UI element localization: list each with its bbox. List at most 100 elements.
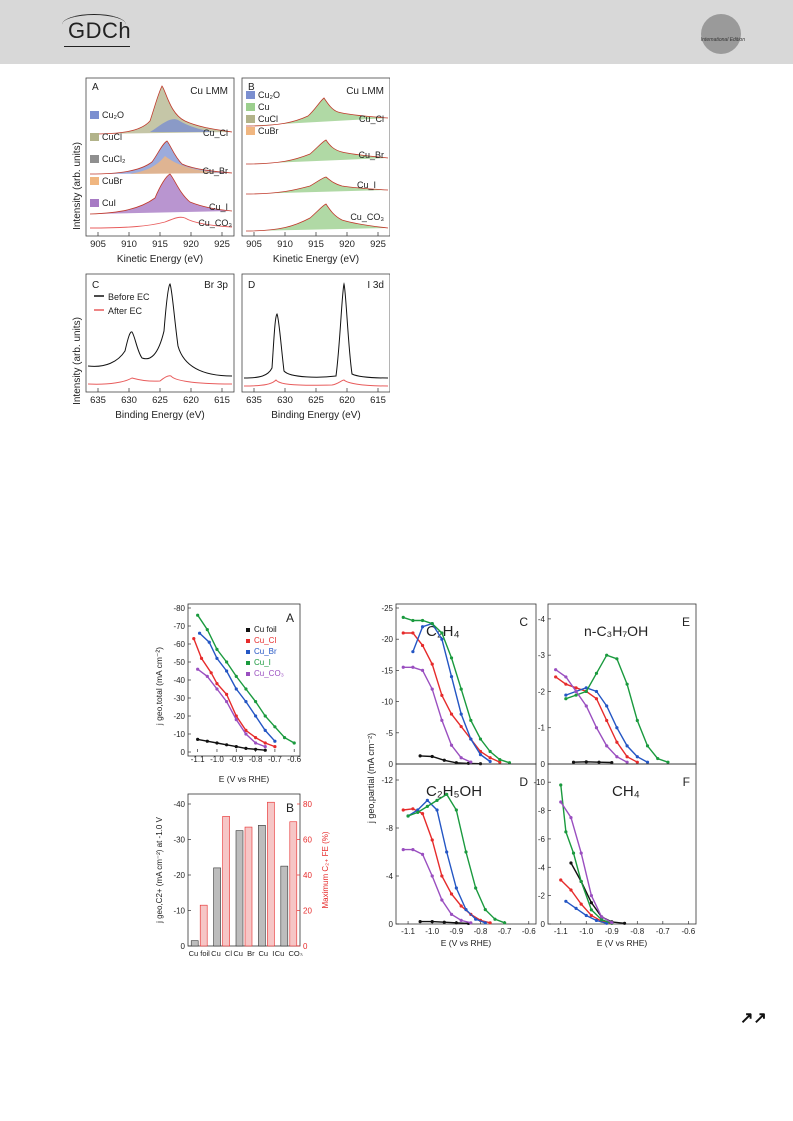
panel-2a-letter: A xyxy=(286,611,294,625)
p2d-point-Cu_CO₃-1 xyxy=(411,848,415,852)
p2a-point-Cu foil-3 xyxy=(225,743,229,747)
p2d-point-Cu foil-2 xyxy=(442,920,446,924)
p2d-point-Cu_Br-1 xyxy=(416,808,420,812)
p2e-point-Cu_Br-0 xyxy=(564,693,568,697)
p2a-point-Cu_CO₃-5 xyxy=(244,732,248,736)
p2d-point-Cu_Br-5 xyxy=(454,886,458,890)
p2a-point-Cu_I-0 xyxy=(196,613,200,617)
label-1b-cu-cl: Cu_Cl xyxy=(359,114,384,124)
p2a-point-Cu_Br-4 xyxy=(234,687,238,691)
spectrum-1c-before xyxy=(87,283,233,377)
p2b-bar-fe-Cu_I xyxy=(267,801,275,947)
legend-2a-label-4: Cu_CO₃ xyxy=(254,669,284,678)
p2c-point-Cu_CO₃-5 xyxy=(449,743,454,747)
p2e-line-Cu_I xyxy=(565,654,669,763)
p2a-point-Cu_CO₃-1 xyxy=(205,674,209,678)
p2a-ytick-label--10: -10 xyxy=(173,730,185,739)
p2a-point-Cu foil-1 xyxy=(205,739,209,743)
p2c-ytick-label--10: -10 xyxy=(381,698,393,707)
p2a-point-Cu_Br-1 xyxy=(207,640,211,644)
p2a-point-Cu_I-9 xyxy=(282,736,287,740)
panel-2d-species: C₂H₅OH xyxy=(426,783,482,800)
figure-2: A j geo,total (mA cm⁻²) E (V vs RHE) -80… xyxy=(154,603,697,956)
p2d-point-Cu_I-4 xyxy=(445,792,449,796)
label-1b-cu-i: Cu_I xyxy=(357,180,376,190)
edition-circle xyxy=(701,14,741,54)
p2d-point-Cu_I-1 xyxy=(416,810,420,814)
p2c-point-Cu_Cl-5 xyxy=(449,712,454,716)
p2a-ytick-label--20: -20 xyxy=(173,712,185,721)
p2e-point-Cu_Br-4 xyxy=(605,704,609,708)
p2c-point-Cu_Cl-9 xyxy=(488,756,492,760)
p2d-xtick-label--1.1: -1.1 xyxy=(401,927,415,936)
p2e-line-Cu_CO₃ xyxy=(555,669,628,763)
panel-2c-letter: C xyxy=(519,615,528,629)
p2b-bar-current-Cu_Cl xyxy=(213,867,221,947)
p2c-point-Cu_Br-4 xyxy=(449,675,454,679)
p2f-xtick-label--0.7: -0.7 xyxy=(656,927,670,936)
fig1-ylabel-bottom: Intensity (arb. units) xyxy=(72,317,83,405)
p2a-point-Cu_Br-6 xyxy=(253,714,258,718)
p2e-point-Cu_CO₃-1 xyxy=(564,675,568,679)
xtick-label-905: 905 xyxy=(246,239,262,250)
p2a-point-Cu_Br-2 xyxy=(215,656,219,660)
p2a-point-Cu_Cl-7 xyxy=(253,736,258,740)
legend-1c-before: Before EC xyxy=(108,292,150,302)
p2e-ytick-label--3: -3 xyxy=(538,651,546,660)
p2a-point-Cu_Cl-8 xyxy=(263,741,267,745)
p2e-point-Cu_Cl-5 xyxy=(605,718,609,723)
p2e-ytick-label--1: -1 xyxy=(538,724,546,733)
p2a-point-Cu_I-5 xyxy=(244,687,248,691)
panel-2f-xlabel: E (V vs RHE) xyxy=(597,938,648,948)
xtick-label-635: 635 xyxy=(90,395,106,406)
p2f-line-Cu_Cl xyxy=(560,879,612,924)
spectrum-1b-cu-i xyxy=(245,176,389,195)
xtick-label-915: 915 xyxy=(152,239,168,250)
p2b-bar-fe-Cu_Br xyxy=(244,826,253,947)
p2d-point-Cu_I-2 xyxy=(425,804,429,808)
p2f-point-Cu_CO₃-5 xyxy=(610,920,614,925)
p2c-point-Cu_Br-1 xyxy=(420,625,425,629)
logo-arc xyxy=(62,14,126,35)
p2e-point-Cu_I-4 xyxy=(605,653,609,657)
p2e-line-Cu_Br xyxy=(565,687,648,763)
spectrum-1a-cu-i xyxy=(89,173,233,215)
panel-1c: C Br 3p Before EC After EC 635 630 625 620 6… xyxy=(85,273,235,406)
legend-swatch-0 xyxy=(90,111,99,119)
p2a-point-Cu_Cl-2 xyxy=(209,671,213,675)
p2e-point-Cu_Cl-0 xyxy=(554,675,558,679)
panel-1b: B Cu LMM Cu_Cl Cu_Br Cu_I Cu_CO₃ Cu₂OCuC… xyxy=(241,77,390,250)
p2e-point-Cu foil-1 xyxy=(584,760,588,764)
p2d-point-Cu_Cl-5 xyxy=(449,892,454,896)
panel-1a-title: Cu LMM xyxy=(190,86,228,97)
p2f-point-Cu_CO₃-0 xyxy=(559,800,563,804)
label-1a-cu-cl: Cu_Cl xyxy=(203,128,228,138)
logo-underline xyxy=(64,46,130,47)
p2d-point-Cu_I-7 xyxy=(474,886,478,890)
p2d-xtick-label--0.6: -0.6 xyxy=(522,927,536,936)
panel-2a-ylabel: j geo,total (mA cm⁻²) xyxy=(154,647,164,726)
panel-1d-letter: D xyxy=(248,280,255,291)
p2e-point-Cu foil-3 xyxy=(610,760,614,765)
legend-label-3: CuBr xyxy=(102,176,123,186)
label-1b-cu-co3: Cu_CO₃ xyxy=(350,212,384,222)
p2a-line-Cu_Cl xyxy=(193,638,276,748)
p2d-point-Cu_Br-6 xyxy=(464,908,468,912)
p2a-point-Cu_CO₃-6 xyxy=(253,741,258,745)
p2c-point-Cu foil-3 xyxy=(454,761,458,765)
panel-2d-letter: D xyxy=(519,775,528,789)
p2d-point-Cu_I-6 xyxy=(464,850,468,854)
p2f-xtick-label--0.9: -0.9 xyxy=(605,927,619,936)
p2e-line-Cu_Cl xyxy=(555,676,638,763)
legend-2a-label-3: Cu_I xyxy=(254,658,271,667)
p2f-point-Cu_CO₃-2 xyxy=(579,851,583,855)
p2c-point-Cu_I-2 xyxy=(420,618,425,623)
p2d-point-Cu_I-8 xyxy=(483,908,487,912)
legend-2a-swatch-1 xyxy=(246,639,250,643)
p2f-ytick-label--4: -4 xyxy=(538,863,546,872)
panel-1d: D I 3d 635 630 625 620 615 xyxy=(241,273,390,406)
p2d-line-Cu_CO₃ xyxy=(403,848,471,924)
p2b-bar-fe-Cu_CO₃ xyxy=(289,821,298,947)
p2e-point-Cu_CO₃-6 xyxy=(615,755,619,759)
p2e-point-Cu_Cl-6 xyxy=(615,740,619,744)
